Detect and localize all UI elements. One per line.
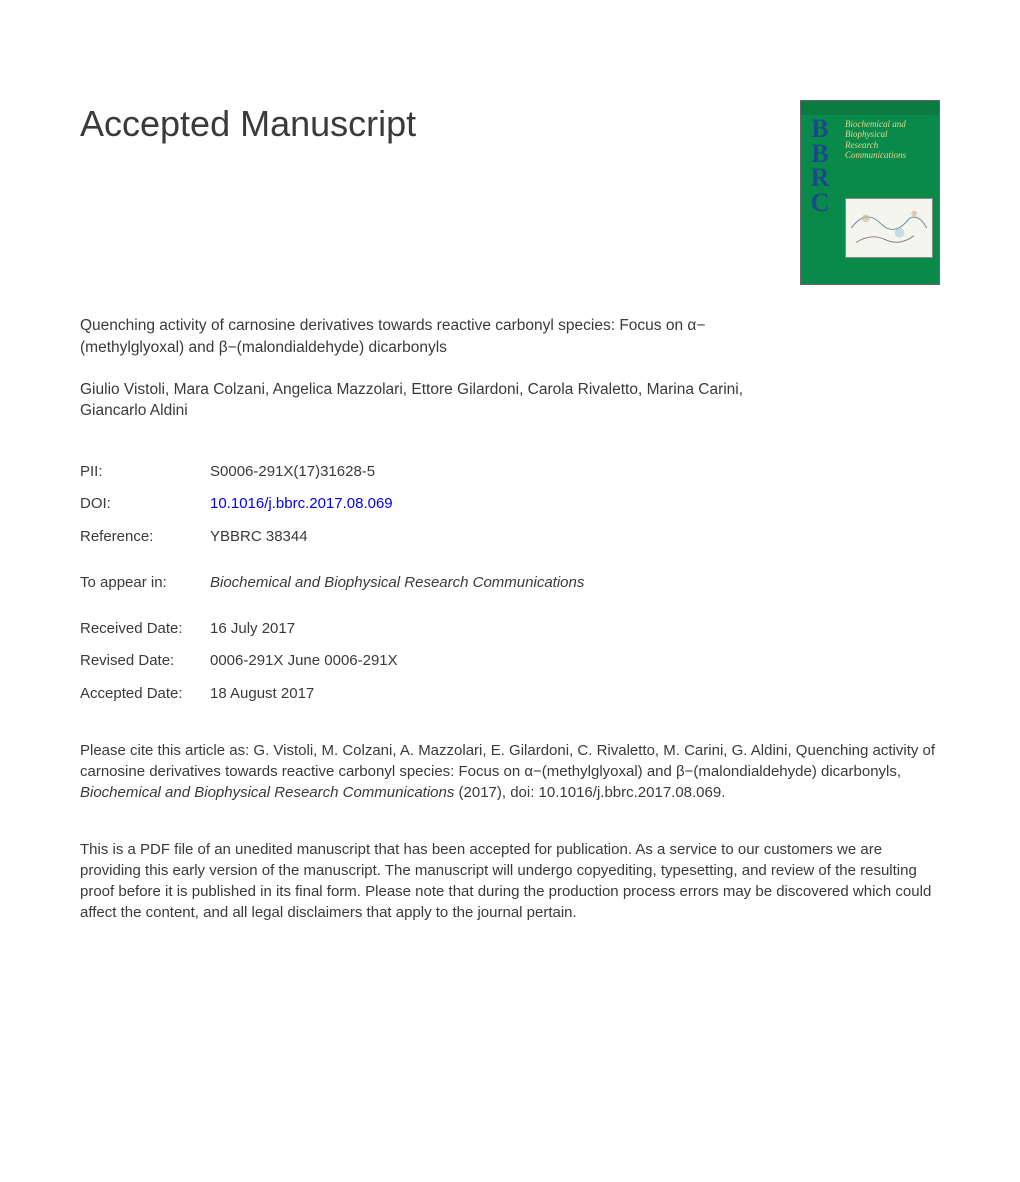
received-label: Received Date:: [80, 619, 210, 639]
header-row: Accepted Manuscript B B R C Biochemical …: [80, 100, 940, 285]
revised-label: Revised Date:: [80, 651, 210, 671]
citation-prefix: Please cite this article as: G. Vistoli,…: [80, 742, 935, 780]
cover-top-bar: [801, 101, 939, 115]
cover-right-panel: Biochemical and Biophysical Research Com…: [839, 115, 939, 284]
appear-row: To appear in: Biochemical and Biophysica…: [80, 573, 940, 593]
accepted-value: 18 August 2017: [210, 684, 940, 704]
journal-cover-thumbnail: B B R C Biochemical and Biophysical Rese…: [800, 100, 940, 285]
cover-title-line-1: Biochemical and: [845, 119, 906, 129]
revised-value: 0006-291X June 0006-291X: [210, 651, 940, 671]
citation-suffix: (2017), doi: 10.1016/j.bbrc.2017.08.069.: [454, 784, 725, 801]
cover-title-line-3: Research: [845, 140, 878, 150]
cover-illustration: [845, 198, 933, 258]
accepted-label: Accepted Date:: [80, 684, 210, 704]
reference-label: Reference:: [80, 527, 210, 547]
doi-link[interactable]: 10.1016/j.bbrc.2017.08.069: [210, 494, 940, 514]
appear-label: To appear in:: [80, 573, 210, 593]
pii-row: PII: S0006-291X(17)31628-5: [80, 462, 940, 482]
cover-title-line-2: Biophysical: [845, 129, 888, 139]
reference-value: YBBRC 38344: [210, 527, 940, 547]
received-value: 16 July 2017: [210, 619, 940, 639]
received-row: Received Date: 16 July 2017: [80, 619, 940, 639]
accepted-row: Accepted Date: 18 August 2017: [80, 684, 940, 704]
article-title: Quenching activity of carnosine derivati…: [80, 315, 760, 358]
doi-label: DOI:: [80, 494, 210, 514]
cover-letter-b1: B: [801, 117, 839, 142]
citation-journal-name: Biochemical and Biophysical Research Com…: [80, 784, 454, 801]
disclaimer-text: This is a PDF file of an unedited manusc…: [80, 839, 940, 923]
appear-value: Biochemical and Biophysical Research Com…: [210, 573, 940, 593]
revised-row: Revised Date: 0006-291X June 0006-291X: [80, 651, 940, 671]
pii-label: PII:: [80, 462, 210, 482]
page-heading: Accepted Manuscript: [80, 100, 416, 149]
pii-value: S0006-291X(17)31628-5: [210, 462, 940, 482]
cover-journal-title: Biochemical and Biophysical Research Com…: [845, 119, 933, 160]
metadata-table: PII: S0006-291X(17)31628-5 DOI: 10.1016/…: [80, 462, 940, 547]
article-authors: Giulio Vistoli, Mara Colzani, Angelica M…: [80, 380, 760, 422]
cover-illustration-svg: [846, 199, 932, 257]
cover-main: B B R C Biochemical and Biophysical Rese…: [801, 115, 939, 284]
doi-row: DOI: 10.1016/j.bbrc.2017.08.069: [80, 494, 940, 514]
cover-acronym-column: B B R C: [801, 115, 839, 284]
reference-row: Reference: YBBRC 38344: [80, 527, 940, 547]
citation-block: Please cite this article as: G. Vistoli,…: [80, 740, 940, 803]
dates-table: Received Date: 16 July 2017 Revised Date…: [80, 619, 940, 704]
cover-title-line-4: Communications: [845, 150, 906, 160]
cover-letter-c: C: [801, 191, 839, 216]
appear-table: To appear in: Biochemical and Biophysica…: [80, 573, 940, 593]
